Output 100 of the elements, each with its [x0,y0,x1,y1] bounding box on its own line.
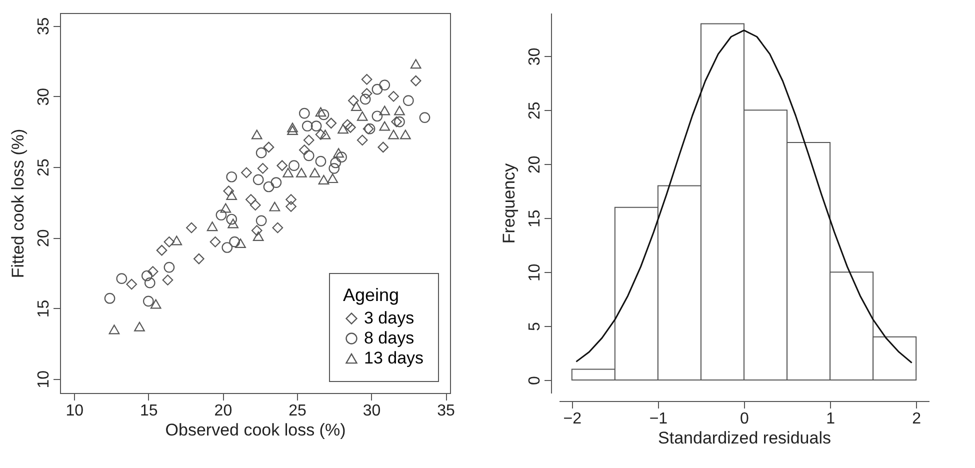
point [134,322,145,332]
point [164,262,175,273]
point [104,292,116,304]
point [320,130,331,140]
point [336,152,347,163]
point [226,190,238,200]
point [250,200,261,211]
point [302,120,313,132]
x-tick-label: −1 [649,410,668,428]
point [286,201,296,212]
point [116,273,128,284]
point [372,110,383,122]
point [372,84,383,95]
point [270,177,282,188]
point [193,253,204,264]
y-tick-label: 15 [526,210,544,228]
point [235,238,246,248]
point [315,107,326,117]
y-tick-label: 10 [36,370,52,388]
point [348,95,359,106]
point [410,59,422,69]
point [252,174,264,186]
point [126,278,138,290]
point [315,156,326,167]
point [394,106,405,116]
y-tick-label: 0 [526,376,544,385]
point [257,162,268,174]
point [210,236,221,248]
point [241,167,252,178]
point [162,274,174,286]
point [269,202,280,212]
point [318,109,330,120]
point [226,214,238,225]
point [144,277,156,288]
point [333,148,344,158]
y-tick-label: 30 [526,48,544,66]
point [315,129,326,140]
point [310,120,322,132]
point [419,112,430,123]
y-tick-label: 10 [526,264,544,282]
x-tick-label: 35 [437,402,456,420]
point [147,266,158,277]
x-tick-label: 20 [214,402,232,420]
point [286,194,296,205]
point [326,118,337,129]
point [379,80,390,90]
y-tick-label: 20 [36,229,52,248]
x-tick-label: 15 [140,402,158,420]
x-tick-label: 0 [740,410,750,428]
point [338,124,348,134]
point [141,270,152,282]
point [108,324,120,334]
point [309,168,320,178]
point [251,130,262,140]
point [222,242,233,253]
point [142,296,154,307]
point [394,116,405,128]
point [251,225,262,236]
point [298,108,310,119]
point [400,130,411,140]
point [186,222,197,234]
legend-label: 3 days [364,308,414,328]
point [379,106,390,116]
y-tick-label: 35 [36,17,52,36]
legend-label: 8 days [364,328,414,348]
y-tick-label: 30 [36,88,52,106]
point [150,299,162,309]
point [164,236,175,248]
point [171,236,182,246]
point [330,157,342,168]
point [287,122,298,132]
point [252,231,264,241]
point [245,194,256,205]
point [263,142,274,153]
x-tick-label: 30 [362,402,381,420]
x-tick-label: −2 [563,410,582,428]
point [318,174,330,184]
line-series [575,30,913,364]
point [223,186,234,196]
point [272,222,284,234]
point [328,162,340,174]
point [410,75,422,86]
x-tick-label: 25 [288,402,306,420]
point [327,174,338,184]
y-tick-label: 5 [526,322,544,332]
point [391,116,402,128]
point [288,160,300,171]
x-axis-title: Standardized residuals [658,428,831,448]
point [256,147,267,158]
point [388,130,399,140]
point [282,168,294,178]
point [360,94,371,105]
point [379,121,390,131]
point [226,171,238,182]
point [229,236,240,248]
point [361,88,372,99]
y-axis-title: Frequency [500,162,518,244]
point [356,134,368,146]
point [388,90,399,102]
y-tick-label: 25 [526,102,544,120]
